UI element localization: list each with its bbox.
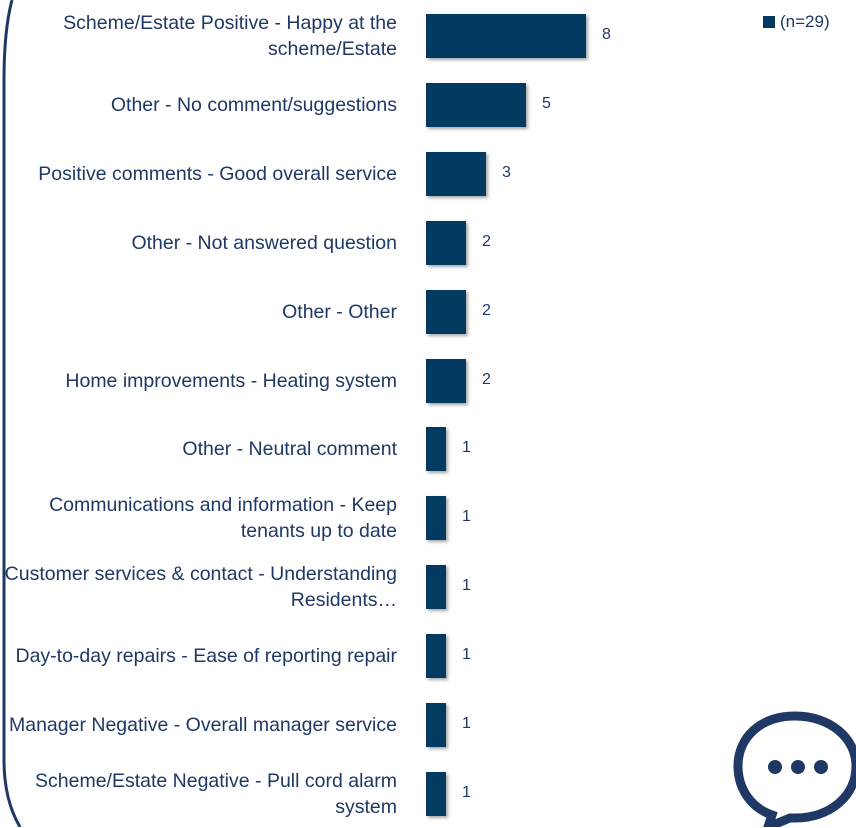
bar [426,703,446,747]
dot [791,760,805,774]
value-label: 1 [462,783,471,801]
legend-swatch [763,16,775,28]
value-label: 1 [462,508,471,526]
bar-row: Communications and information - Keep te… [0,484,856,552]
bar-row: Other - Not answered question 2 [0,209,856,277]
bar [426,289,466,334]
bar [426,220,466,265]
category-label: Communications and information - Keep te… [49,494,397,543]
bar-row: Scheme/Estate Positive - Happy at the sc… [0,2,856,70]
value-label: 8 [602,26,611,43]
bar-row: Day-to-day repairs - Ease of reporting r… [0,622,856,690]
value-label: 3 [502,163,511,181]
category-label: Scheme/Estate Negative - Pull cord alarm… [35,769,397,818]
category-label: Home improvements - Heating system [65,369,397,392]
value-label: 1 [462,577,471,595]
legend-label: (n=29) [780,12,830,31]
bar-row: Customer services & contact - Understand… [0,553,856,621]
category-label-box: Other - Not answered question [0,209,397,277]
value-label: 1 [462,646,471,664]
chat-icon [733,711,856,827]
legend: (n=29) [763,12,830,32]
category-label-box: Positive comments - Good overall service [0,140,397,208]
value-label: 1 [462,715,471,732]
bar-row: Scheme/Estate Negative - Pull cord alarm… [0,760,856,828]
category-label-box: Day-to-day repairs - Ease of reporting r… [0,622,398,690]
bar-row: Other - Neutral comment 1 [0,415,856,483]
category-label: Day-to-day repairs - Ease of reporting r… [15,645,398,668]
category-label-box: Customer services & contact - Understand… [0,553,397,621]
value-label: 2 [482,232,491,250]
bar [426,634,446,679]
bar-row: Positive comments - Good overall service… [0,140,856,208]
dot [768,760,782,774]
frame-curve [2,0,22,827]
bar-row: Manager Negative - Overall manager servi… [0,691,856,759]
bar [426,151,486,196]
bar [426,496,446,541]
category-label: Scheme/Estate Positive - Happy at the sc… [63,12,397,60]
category-label-box: Scheme/Estate Positive - Happy at the sc… [0,2,397,70]
category-label: Other - Not answered question [131,231,397,254]
category-label-box: Scheme/Estate Negative - Pull cord alarm… [0,760,397,828]
dot [814,760,828,774]
bar [426,358,466,403]
bar [426,771,446,816]
bar [426,82,526,127]
category-label: Positive comments - Good overall service [38,162,397,185]
bar-row: Other - Other 2 [0,278,856,346]
bar [426,14,586,58]
category-label-box: Other - Neutral comment [0,415,397,483]
category-label: Other - Other [282,300,397,323]
value-label: 2 [482,301,491,319]
category-label-box: Other - Other [0,278,397,346]
bar [426,565,446,610]
category-label: Customer services & contact - Understand… [4,563,397,612]
category-label: Manager Negative - Overall manager servi… [8,714,397,736]
category-label: Other - Neutral comment [182,438,397,461]
bar-row: Home improvements - Heating system 2 [0,347,856,415]
category-label: Other - No comment/suggestions [110,93,397,116]
category-label-box: Other - No comment/suggestions [0,71,397,139]
category-label-box: Home improvements - Heating system [0,347,397,415]
bar-row: Other - No comment/suggestions 5 [0,71,856,139]
value-label: 1 [462,439,471,457]
bar [426,427,446,472]
category-label-box: Communications and information - Keep te… [0,484,397,552]
value-label: 5 [542,94,551,112]
value-label: 2 [482,370,491,388]
category-label-box: Manager Negative - Overall manager servi… [0,691,397,759]
